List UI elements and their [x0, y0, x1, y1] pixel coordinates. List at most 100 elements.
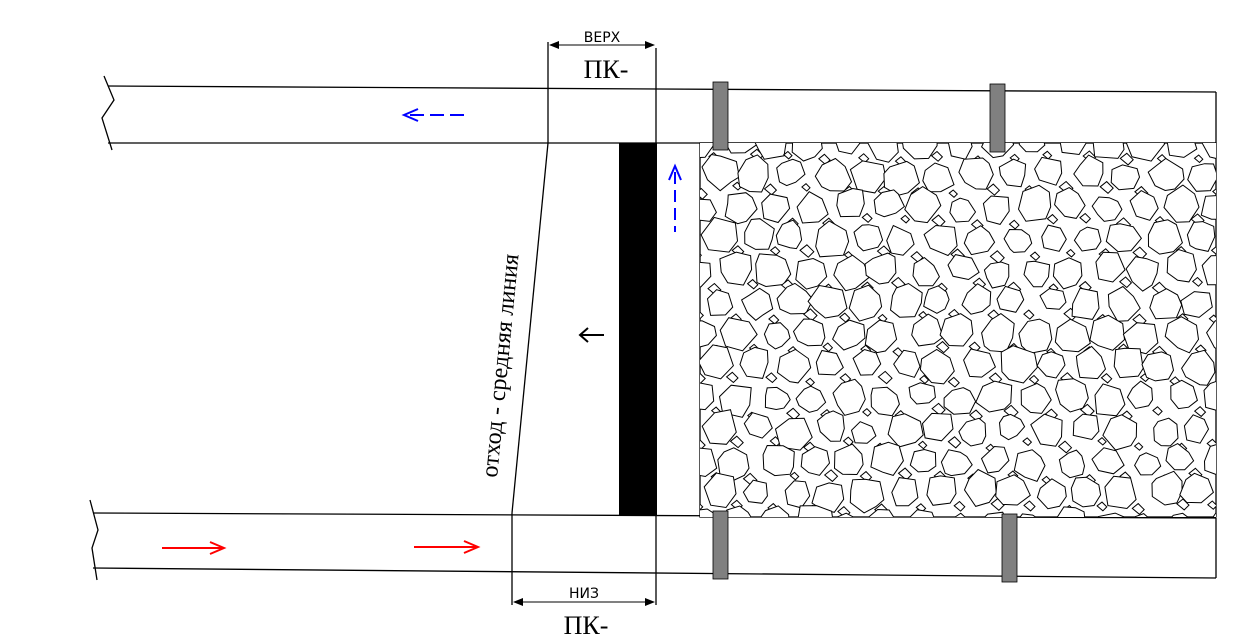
- coal-face-block: [619, 143, 657, 515]
- rubble-stone: [1165, 443, 1195, 471]
- rubble-fragment: [805, 377, 816, 387]
- rubble-fragment: [1079, 212, 1092, 224]
- rubble-stone: [1018, 318, 1053, 355]
- rubble-fragment: [1008, 219, 1020, 230]
- rubble-stone: [1039, 288, 1067, 310]
- rubble-fragment: [1233, 347, 1243, 356]
- rubble-stone: [1097, 512, 1125, 517]
- rubble-stone: [1036, 478, 1067, 510]
- rubble-stone: [1105, 223, 1143, 253]
- rubble-stone: [1036, 91, 1067, 127]
- rubble-fragment: [803, 308, 818, 322]
- arrow-left-dashed-icon: [401, 108, 470, 122]
- rubble-stone: [870, 386, 900, 417]
- rubble-fragment: [1065, 248, 1076, 258]
- rubble-stone: [1052, 257, 1083, 290]
- rubble-fragment: [1022, 437, 1033, 447]
- rubble-fragment: [897, 467, 913, 481]
- rubble-fragment: [786, 407, 801, 421]
- rubble-fragment: [858, 539, 867, 548]
- rubble-fragment: [1046, 213, 1059, 225]
- rubble-stone: [761, 193, 791, 224]
- rubble-fragment: [1133, 442, 1144, 451]
- rubble-fragment: [1120, 538, 1132, 549]
- support-post: [712, 510, 729, 580]
- top-dimension-label: ВЕРХ: [584, 30, 621, 46]
- rubble-fragment: [1042, 150, 1053, 160]
- rubble-stone: [1110, 164, 1141, 191]
- rubble-stone: [889, 97, 914, 125]
- rubble-fragment: [1097, 119, 1106, 127]
- rubble-stone: [776, 348, 812, 384]
- rubble-fragment: [700, 503, 704, 511]
- rubble-fragment: [880, 123, 893, 135]
- rubble-fragment: [839, 373, 852, 384]
- rubble-stone: [939, 313, 974, 347]
- rubble-fragment: [989, 250, 1005, 264]
- rubble-stone: [737, 154, 769, 193]
- rubble-stone: [1073, 226, 1102, 252]
- rubble-stone: [814, 157, 853, 192]
- rubble-fragment: [934, 532, 948, 544]
- rubble-stone: [701, 153, 740, 192]
- rubble-stone: [864, 319, 898, 354]
- rubble-fragment: [947, 376, 960, 388]
- rubble-fragment: [1228, 281, 1239, 291]
- goaf-rubble-pattern: [672, 91, 1244, 549]
- rubble-fragment: [1191, 276, 1204, 287]
- rubble-fragment: [1023, 500, 1036, 512]
- rubble-fragment: [1099, 180, 1114, 194]
- rubble-fragment: [1023, 309, 1035, 320]
- rubble-stone: [719, 317, 758, 352]
- rubble-stone: [743, 412, 773, 439]
- rubble-stone: [815, 220, 850, 258]
- rubble-stone: [1073, 154, 1104, 187]
- rubble-stone: [833, 443, 864, 476]
- rubble-stone: [1055, 378, 1089, 413]
- support-post: [712, 81, 729, 151]
- rubble-stone: [831, 319, 866, 351]
- rubble-fragment: [1097, 437, 1107, 446]
- rubble-stone: [996, 285, 1025, 313]
- rubble-stone: [1070, 476, 1102, 508]
- rubble-fragment: [990, 498, 1005, 511]
- rubble-fragment: [674, 404, 686, 414]
- rubble-stone: [1023, 260, 1051, 288]
- rubble-stone: [1030, 413, 1063, 447]
- rubble-stone: [873, 189, 906, 218]
- rubble-stone: [700, 320, 717, 348]
- rubble-fragment: [948, 189, 959, 198]
- rubble-stone: [849, 160, 887, 194]
- rubble-stone: [1059, 143, 1087, 156]
- rubble-stone: [1092, 143, 1125, 159]
- rubble-fragment: [771, 122, 781, 131]
- rubble-stone: [887, 413, 924, 448]
- rubble-stone: [740, 287, 774, 321]
- bottom-dimension-label: НИЗ: [569, 586, 599, 602]
- rubble-stone: [1104, 475, 1137, 510]
- rubble-stone: [886, 224, 915, 256]
- rubble-stone: [1179, 472, 1214, 504]
- rubble-stone: [1095, 251, 1126, 283]
- rubble-stone: [816, 410, 845, 442]
- rubble-stone: [1056, 506, 1086, 517]
- rubble-fragment: [862, 408, 872, 417]
- rubble-stone: [982, 195, 1010, 225]
- rubble-stone: [1203, 380, 1216, 411]
- rubble-stone: [811, 482, 845, 513]
- rubble-fragment: [678, 533, 688, 542]
- rubble-stone: [1151, 470, 1183, 506]
- rubble-stone: [1018, 143, 1046, 153]
- rubble-stone: [909, 509, 935, 517]
- rubble-stone: [960, 91, 993, 126]
- rubble-stone: [1219, 412, 1244, 447]
- rubble-fragment: [672, 218, 685, 230]
- rubble-stone: [1224, 94, 1244, 129]
- rubble-stone: [700, 261, 712, 288]
- rubble-fragment: [1131, 502, 1145, 515]
- rubble-stone: [1019, 513, 1037, 517]
- rubble-fragment: [986, 183, 1001, 196]
- arrow-right-icon: [162, 541, 227, 555]
- rubble-stone: [1147, 157, 1185, 192]
